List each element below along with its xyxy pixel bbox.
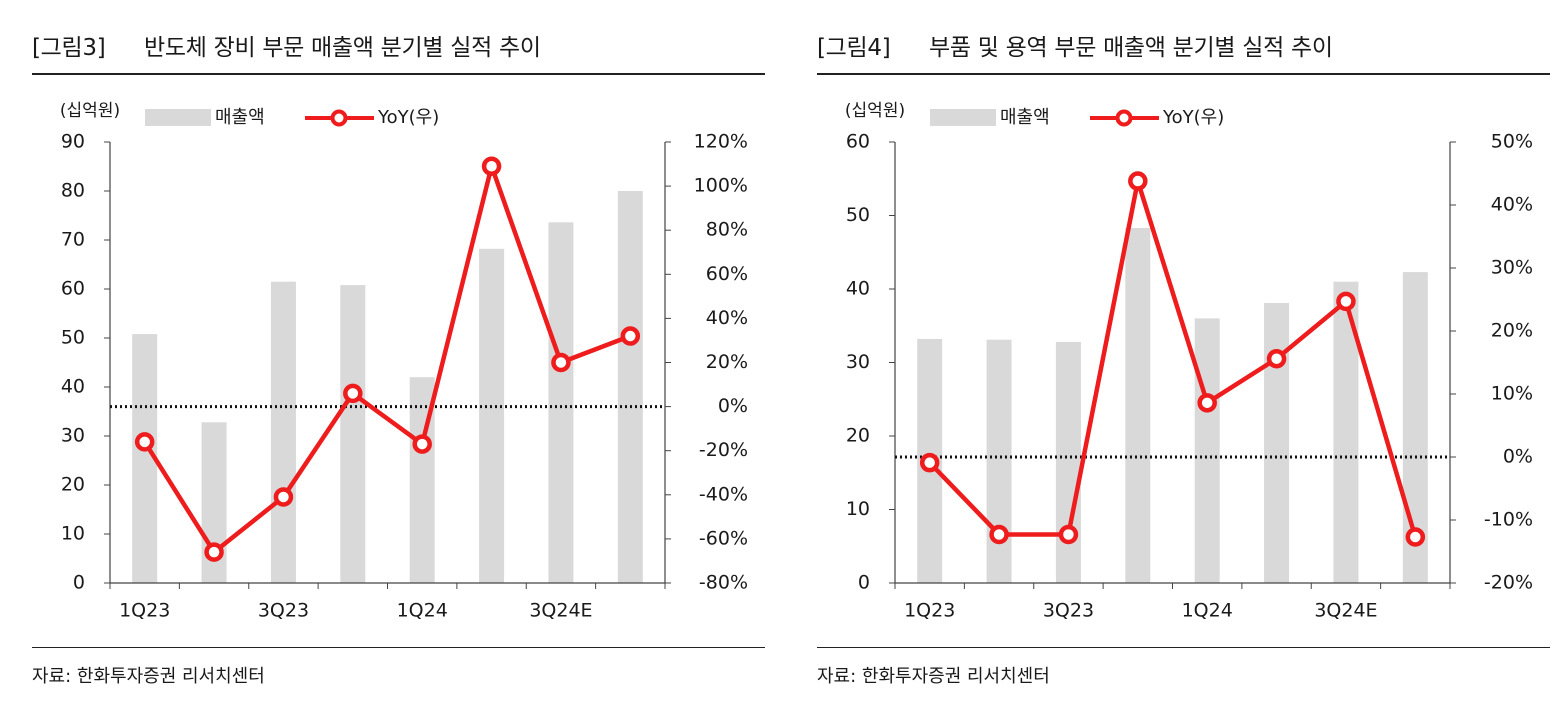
y-left-tick-label: 30 bbox=[846, 351, 870, 373]
yoy-point-1Q24 bbox=[412, 434, 432, 454]
title-rule bbox=[817, 73, 1550, 75]
figure-number: [그림4] bbox=[817, 35, 891, 61]
figure-title: [그림3] 반도체 장비 부문 매출액 분기별 실적 추이 bbox=[32, 28, 541, 62]
y-left-tick-label: 0 bbox=[73, 572, 85, 594]
y-right-tick-label: -60% bbox=[699, 527, 748, 549]
figure-title-text: 부품 및 용역 부문 매출액 분기별 실적 추이 bbox=[929, 35, 1333, 61]
source-rule bbox=[817, 647, 1550, 648]
source-rule bbox=[32, 647, 765, 648]
y-right-tick-label: 0% bbox=[718, 395, 748, 417]
y-right-tick-label: 60% bbox=[706, 263, 748, 285]
y-left-tick-label: 50 bbox=[61, 327, 85, 349]
bar-2Q23 bbox=[986, 339, 1012, 583]
y-right-tick-label: 40% bbox=[706, 307, 748, 329]
y-right-tick-label: -10% bbox=[1484, 509, 1533, 531]
yoy-point-3Q24E bbox=[1336, 291, 1356, 312]
x-tick-label: 3Q23 bbox=[258, 600, 309, 622]
y-right-tick-label: 40% bbox=[1491, 194, 1533, 216]
title-rule bbox=[32, 73, 765, 75]
y-axis-unit-label: (십억원) bbox=[60, 101, 120, 121]
y-left-tick-label: 40 bbox=[846, 278, 870, 300]
yoy-line bbox=[142, 164, 632, 555]
legend-swatch-bar bbox=[145, 109, 211, 126]
yoy-point-4Q23 bbox=[343, 383, 363, 404]
x-tick-label: 1Q23 bbox=[119, 600, 170, 622]
y-left-tick-label: 10 bbox=[846, 498, 870, 520]
figure-title: [그림4] 부품 및 용역 부문 매출액 분기별 실적 추이 bbox=[817, 28, 1333, 62]
bar-4Q23 bbox=[340, 285, 366, 583]
y-left-tick-label: 20 bbox=[846, 425, 870, 447]
figure-title-text: 반도체 장비 부문 매출액 분기별 실적 추이 bbox=[144, 35, 541, 61]
bar-4Q23 bbox=[1125, 227, 1151, 583]
yoy-point-3Q23 bbox=[1058, 524, 1079, 545]
chart-parts-and-services: 매출액 YoY(우) (십억원) 0 10 20 30 40 50 60 -20% -10% 0% 10%… bbox=[845, 101, 1533, 622]
chart-semiconductor-equipment: 매출액 YoY(우) (십억원) 0 10 20 30 40 50 60 70 80 90 -80% -60… bbox=[60, 101, 748, 622]
y-left-tick-label: 60 bbox=[846, 131, 870, 153]
y-left-tick-label: 0 bbox=[858, 572, 870, 594]
figure-3-panel: [그림3] 반도체 장비 부문 매출액 분기별 실적 추이 매출액 YoY(우) (십… bbox=[32, 0, 765, 705]
yoy-point-3Q24E bbox=[551, 352, 571, 373]
x-tick-label: 3Q24E bbox=[529, 600, 592, 622]
y-right-tick-label: 10% bbox=[1491, 383, 1533, 405]
yoy-point-4Q23 bbox=[1128, 171, 1148, 191]
source-note: 자료: 한화투자증권 리서치센터 bbox=[817, 666, 1050, 687]
legend-label-yoy: YoY(우) bbox=[1162, 107, 1224, 128]
yoy-point-3Q23 bbox=[273, 487, 294, 507]
yoy-point-2Q23 bbox=[989, 524, 1009, 545]
legend-label-yoy: YoY(우) bbox=[377, 107, 439, 128]
y-left-tick-label: 30 bbox=[61, 425, 85, 447]
y-right-tick-label: 80% bbox=[706, 219, 748, 241]
y-left-tick-label: 60 bbox=[61, 278, 85, 300]
y-left-tick-label: 90 bbox=[61, 131, 85, 153]
bar-3Q23 bbox=[270, 281, 296, 583]
legend-swatch-bar bbox=[930, 109, 996, 126]
y-right-tick-label: 50% bbox=[1491, 131, 1533, 153]
bar-2Q24 bbox=[479, 248, 505, 583]
y-axis-unit-label: (십억원) bbox=[845, 101, 905, 121]
y-left-tick-label: 70 bbox=[61, 229, 85, 251]
legend-label-revenue: 매출액 bbox=[1000, 107, 1050, 128]
y-right-tick-label: 20% bbox=[706, 351, 748, 373]
y-right-tick-label: -40% bbox=[699, 483, 748, 505]
y-right-tick-label: 120% bbox=[694, 131, 748, 153]
x-tick-label: 3Q24E bbox=[1314, 600, 1377, 622]
yoy-point-4Q24E bbox=[620, 326, 641, 346]
legend-label-revenue: 매출액 bbox=[215, 107, 265, 128]
yoy-point-2Q24 bbox=[1266, 348, 1287, 369]
y-right-tick-label: -80% bbox=[699, 572, 748, 594]
yoy-point-4Q24E bbox=[1405, 527, 1426, 547]
bar-4Q24E bbox=[617, 191, 643, 583]
source-note: 자료: 한화투자증권 리서치센터 bbox=[32, 666, 265, 687]
y-right-tick-label: 100% bbox=[694, 175, 748, 197]
bar-3Q23 bbox=[1055, 341, 1081, 583]
x-tick-label: 3Q23 bbox=[1043, 600, 1094, 622]
y-right-tick-label: -20% bbox=[1484, 572, 1533, 594]
y-right-tick-label: 0% bbox=[1503, 446, 1533, 468]
legend-marker bbox=[330, 109, 348, 127]
bar-2Q24 bbox=[1264, 302, 1290, 583]
y-left-tick-label: 20 bbox=[61, 474, 85, 496]
y-left-tick-label: 10 bbox=[61, 523, 85, 545]
x-tick-label: 1Q24 bbox=[1182, 600, 1233, 622]
figure-number: [그림3] bbox=[32, 35, 106, 61]
yoy-point-1Q24 bbox=[1197, 393, 1217, 413]
x-tick-label: 1Q24 bbox=[397, 600, 448, 622]
y-left-tick-label: 40 bbox=[61, 376, 85, 398]
y-right-tick-label: -20% bbox=[699, 439, 748, 461]
yoy-point-1Q23 bbox=[919, 452, 940, 473]
yoy-point-1Q23 bbox=[134, 432, 155, 452]
y-left-tick-label: 50 bbox=[846, 204, 870, 226]
bar-3Q24E bbox=[548, 222, 574, 584]
yoy-line bbox=[928, 178, 1418, 538]
figure-4-panel: [그림4] 부품 및 용역 부문 매출액 분기별 실적 추이 매출액 YoY(우) (… bbox=[817, 0, 1550, 705]
yoy-point-2Q23 bbox=[204, 542, 224, 562]
legend-marker bbox=[1115, 109, 1133, 127]
y-left-tick-label: 80 bbox=[61, 180, 85, 202]
x-tick-label: 1Q23 bbox=[904, 600, 955, 622]
y-right-tick-label: 20% bbox=[1491, 320, 1533, 342]
yoy-point-2Q24 bbox=[481, 156, 502, 177]
y-right-tick-label: 30% bbox=[1491, 257, 1533, 279]
bar-1Q24 bbox=[1194, 318, 1220, 583]
